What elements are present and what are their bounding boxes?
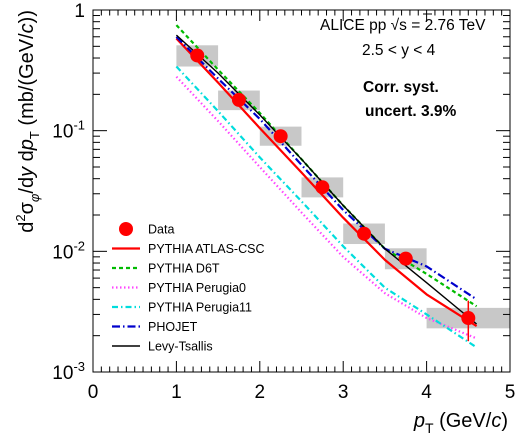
- x-axis-title: pT (GeV/c): [413, 410, 508, 436]
- y-tick-label: 10-1: [52, 118, 85, 143]
- data-point: [315, 180, 330, 195]
- axis-ticks: [92, 10, 511, 373]
- curve-pythia-atlas-csc: [175, 37, 478, 328]
- legend-entry: PHOJET: [112, 320, 198, 334]
- x-tick-label: 2: [255, 382, 266, 403]
- legend-label: PYTHIA Perugia11: [148, 301, 252, 315]
- legend-entry: PYTHIA ATLAS-CSC: [112, 242, 264, 256]
- syst-label-line2: uncert. 3.9%: [365, 103, 457, 120]
- legend-label: Levy-Tsallis: [148, 340, 213, 354]
- data-point: [190, 48, 205, 63]
- x-tick-label: 5: [505, 382, 515, 403]
- data-point: [398, 251, 413, 266]
- syst-label-line1: Corr. syst.: [363, 79, 439, 96]
- axis-tick-labels: 0 1 2 3 4 5 1 10-1 10-2 10-3: [52, 1, 515, 403]
- curve-phojet: [175, 36, 478, 301]
- data-markers: [190, 48, 476, 326]
- x-tick-label: 4: [421, 382, 432, 403]
- legend-label: PYTHIA D6T: [148, 262, 220, 276]
- legend-data-marker: [119, 222, 133, 236]
- data-point: [461, 311, 476, 326]
- y-axis-title: d2σφ/dy dpT (mb/(GeV/c)): [13, 10, 42, 233]
- y-tick-label: 10-3: [52, 359, 85, 384]
- x-tick-label: 0: [88, 382, 99, 403]
- data-point: [231, 92, 246, 107]
- legend: Data PYTHIA ATLAS-CSC PYTHIA D6T PYTHIA Per…: [112, 222, 264, 354]
- legend-entry: Data: [119, 222, 174, 237]
- legend-label: PYTHIA Perugia0: [148, 281, 246, 295]
- experiment-label: ALICE pp √s = 2.76 TeV: [320, 17, 486, 34]
- curve-pythia-d6t: [175, 24, 478, 308]
- y-tick-label: 1: [74, 1, 85, 22]
- legend-entry: PYTHIA Perugia11: [112, 301, 252, 315]
- legend-label: Data: [148, 223, 174, 237]
- x-tick-label: 3: [338, 382, 349, 403]
- legend-label: PHOJET: [148, 320, 198, 334]
- data-point: [273, 129, 288, 144]
- curve-pythia-perugia0: [175, 75, 478, 340]
- legend-entry: PYTHIA Perugia0: [112, 281, 246, 295]
- curve-pythia-perugia11: [175, 65, 478, 349]
- legend-entry: Levy-Tsallis: [112, 340, 213, 354]
- x-tick-label: 1: [171, 382, 182, 403]
- data-point: [357, 226, 372, 241]
- legend-entry: PYTHIA D6T: [112, 262, 220, 276]
- legend-label: PYTHIA ATLAS-CSC: [148, 242, 264, 256]
- rapidity-label: 2.5 < y < 4: [362, 42, 436, 59]
- y-tick-label: 10-2: [52, 238, 85, 263]
